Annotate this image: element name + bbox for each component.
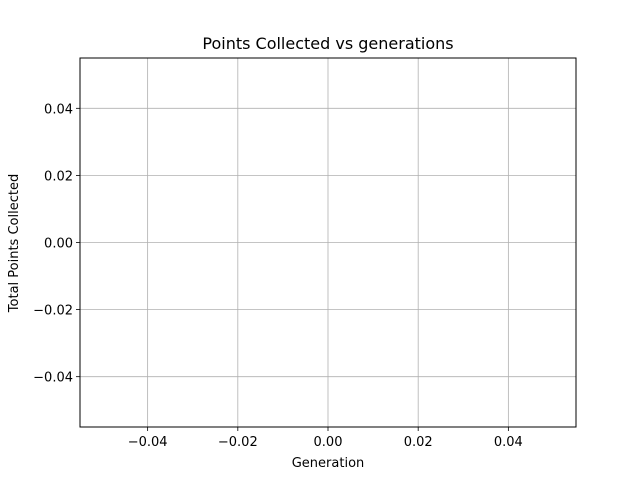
y-tick-label: 0.04 — [44, 102, 73, 117]
y-tick-label: 0.02 — [44, 169, 73, 184]
x-tick-label: −0.02 — [218, 435, 258, 450]
x-tick-label: −0.04 — [128, 435, 168, 450]
y-tick-label: −0.04 — [33, 371, 73, 386]
x-tick-label: 0.00 — [314, 435, 343, 450]
x-tick-label: 0.04 — [494, 435, 523, 450]
tick-labels: −0.04 −0.02 0.00 0.02 0.04 −0.04 −0.02 0.00 0.02… — [33, 102, 523, 450]
grid-lines — [80, 58, 576, 427]
y-tick-label: −0.02 — [33, 304, 73, 319]
x-axis-label: Generation — [292, 456, 365, 471]
y-tick-label: 0.00 — [44, 237, 73, 252]
chart-title: Points Collected vs generations — [202, 34, 453, 53]
tick-marks — [76, 107, 509, 431]
x-tick-label: 0.02 — [404, 435, 433, 450]
y-axis-label: Total Points Collected — [7, 174, 22, 313]
